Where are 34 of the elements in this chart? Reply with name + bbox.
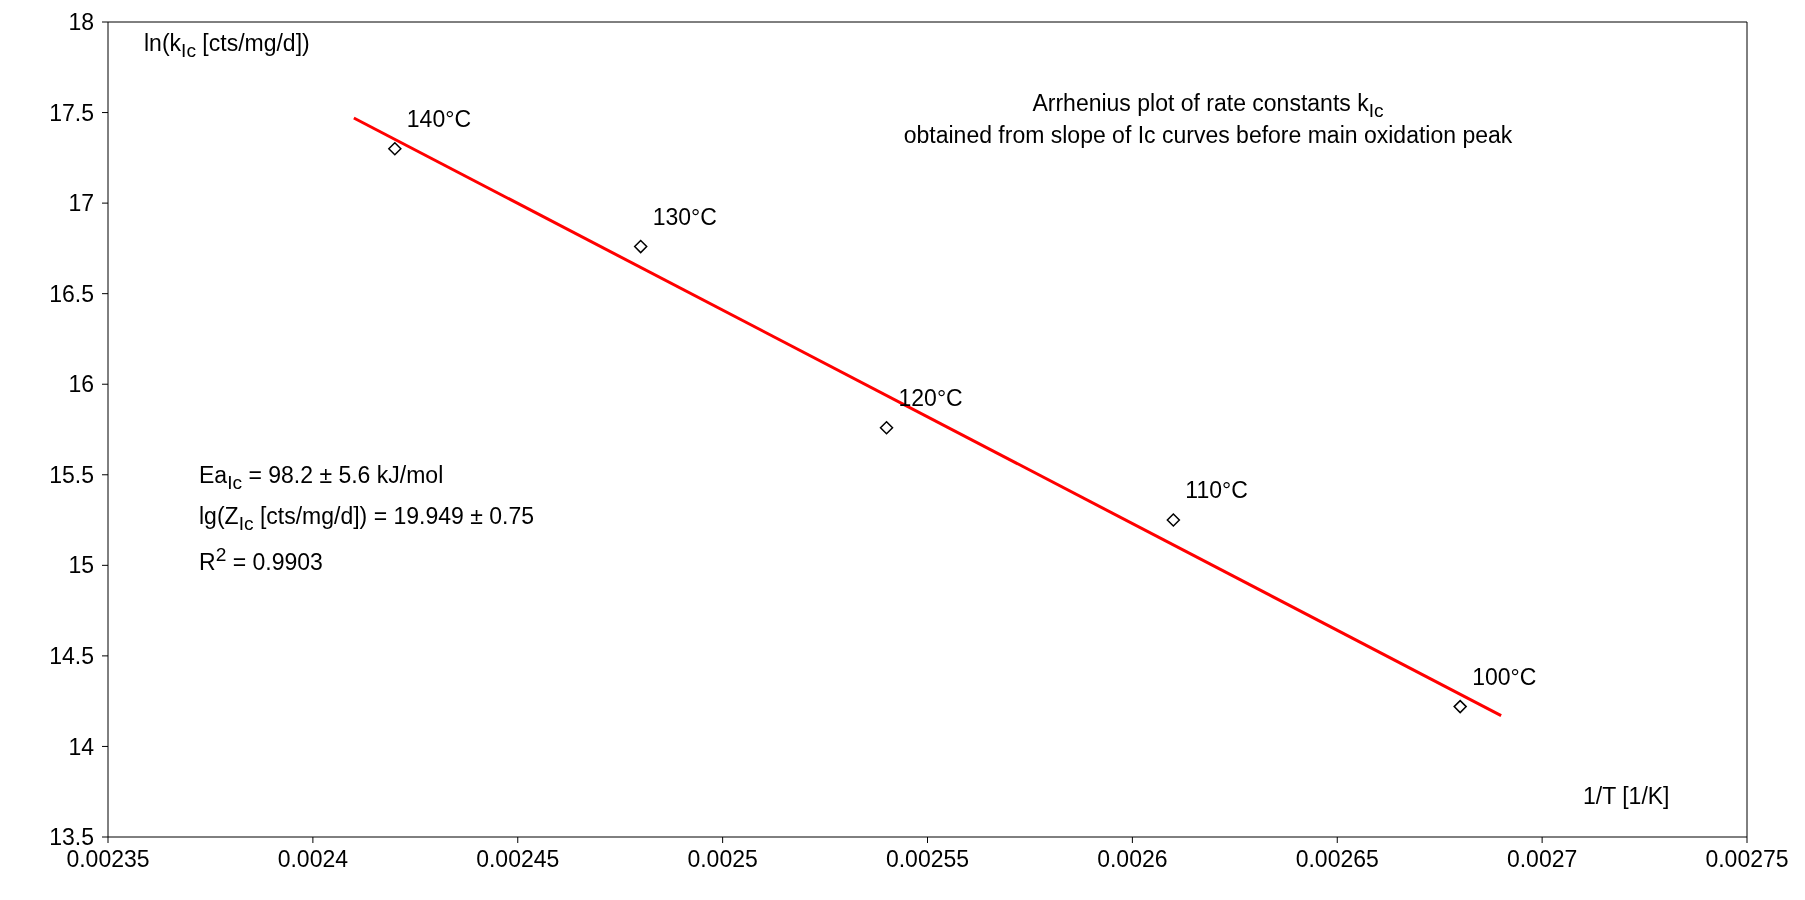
y-axis-title: ln(k$_{Ic}$ [cts/mg/d]) [144, 30, 310, 62]
y-tick-label: 16.5 [49, 280, 94, 307]
x-tick-label: 0.00275 [1705, 846, 1789, 873]
point [1453, 699, 1467, 714]
annotation: R$^{2}$ = 0.9903 [199, 544, 323, 576]
y-tick-label: 14 [68, 733, 95, 760]
y-tick-label: 15.5 [49, 461, 94, 488]
text: Arrhenius plot of rate constants k$_{Ic}$ [1032, 90, 1384, 122]
x-tick-label: 0.0027 [1506, 846, 1578, 873]
x-tick-label: 0.00265 [1295, 846, 1379, 873]
x-tick-label: 0.0026 [1097, 846, 1168, 873]
y-tick-label: 14.5 [49, 643, 94, 670]
annotation: Ea$_{Ic}$ = 98.2 ± 5.6 kJ/mol [199, 462, 444, 494]
y-tick-label: 15 [68, 552, 94, 579]
annotation: 110°C [1185, 477, 1248, 504]
annotation: 140°C [406, 105, 472, 132]
x-tick-label: 0.00245 [476, 846, 560, 873]
x-tick-label: 0.0025 [687, 846, 758, 873]
x-tick-label: 0.0024 [277, 846, 349, 873]
x-axis-title: 1/T [1/K] [1583, 783, 1670, 810]
y-tick-label: 16 [68, 371, 94, 398]
point [388, 142, 402, 156]
x-tick-label: 0.00255 [885, 846, 970, 873]
y-tick-label: 17.5 [49, 99, 94, 126]
y-tick-label: 18 [68, 9, 94, 36]
annotation: lg(Z$_{Ic}$ [cts/mg/d]) = 19.949 ± 0.75 [199, 503, 535, 535]
annotation: 130°C [652, 203, 717, 230]
y-tick-label: 17 [68, 190, 94, 217]
point [879, 420, 894, 435]
point [633, 239, 648, 254]
text: obtained from slope of Ic curves before main oxidation peak [903, 122, 1513, 149]
annotation: 120°C [898, 384, 963, 411]
annotation: 100°C [1472, 663, 1537, 690]
point [1166, 513, 1181, 527]
